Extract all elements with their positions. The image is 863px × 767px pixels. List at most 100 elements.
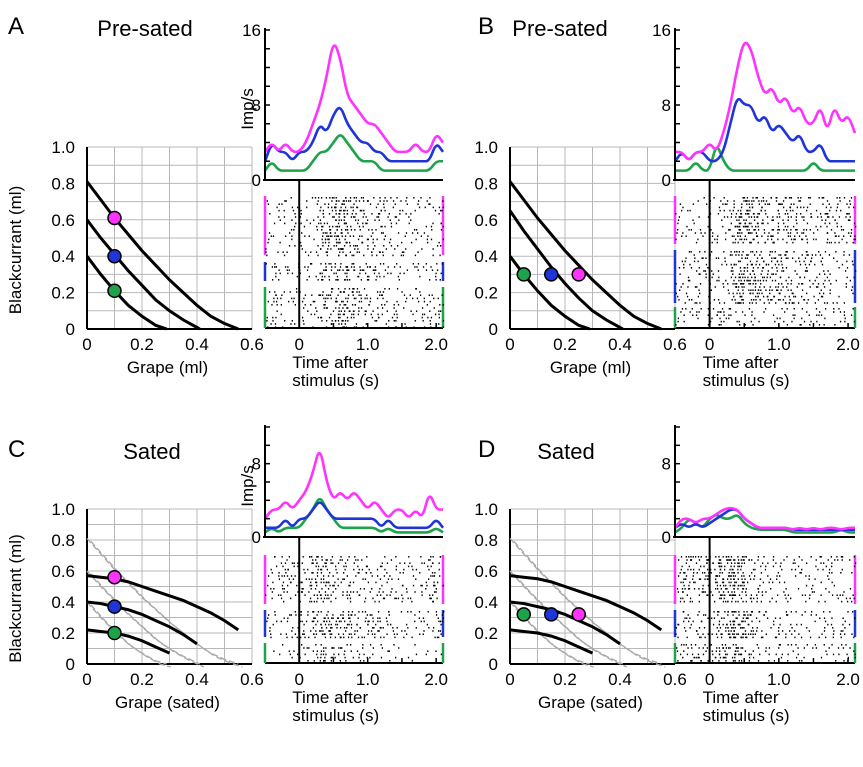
spike <box>743 238 746 241</box>
spike <box>750 614 752 616</box>
spike <box>276 304 278 306</box>
spike <box>287 617 289 619</box>
spike <box>324 203 326 205</box>
spike <box>342 300 344 303</box>
spike <box>741 591 743 593</box>
spike <box>742 636 744 639</box>
spike <box>327 611 329 613</box>
spike <box>414 209 416 212</box>
spike <box>698 600 700 603</box>
spike <box>786 251 788 253</box>
psth-y-tick-label: 0 <box>662 528 671 547</box>
spike <box>777 572 780 574</box>
spike <box>428 568 430 571</box>
spike <box>377 313 379 316</box>
panel-letter: D <box>478 436 495 463</box>
spike <box>853 276 855 279</box>
x-tick-label: 0.4 <box>185 335 209 354</box>
spike <box>791 292 793 295</box>
spike <box>743 581 745 584</box>
spike <box>711 241 713 244</box>
spike <box>334 320 337 322</box>
spike <box>813 295 815 298</box>
spike <box>331 291 333 293</box>
spike <box>742 197 744 199</box>
spike <box>372 238 374 241</box>
spike <box>321 294 324 296</box>
spike <box>833 257 835 259</box>
spike <box>321 225 323 228</box>
spike <box>364 611 367 613</box>
spike <box>334 581 336 584</box>
spike <box>342 594 344 596</box>
spike <box>816 276 818 279</box>
spike <box>692 556 694 558</box>
spike <box>768 232 770 234</box>
spike <box>412 568 414 571</box>
spike <box>316 575 319 577</box>
spike <box>725 656 727 659</box>
spike <box>781 283 783 285</box>
spike <box>709 200 712 202</box>
spike <box>848 232 850 234</box>
spike <box>397 597 400 600</box>
spike <box>726 216 729 218</box>
spike <box>357 222 359 225</box>
spike <box>799 200 801 202</box>
spike <box>683 267 685 269</box>
spike <box>737 225 739 228</box>
spike <box>698 578 701 580</box>
spike <box>718 630 720 632</box>
spike <box>442 304 444 306</box>
spike <box>295 222 297 225</box>
y-tick-label: 0.4 <box>51 593 75 612</box>
spike <box>750 251 752 253</box>
spike <box>323 269 325 271</box>
spike <box>425 588 427 590</box>
spike <box>834 232 836 234</box>
spike <box>690 644 693 646</box>
spike <box>719 568 721 571</box>
spike <box>437 630 440 632</box>
spike <box>726 623 728 626</box>
spike <box>432 206 434 209</box>
spike <box>841 644 843 646</box>
spike <box>825 588 827 590</box>
spike <box>329 636 332 639</box>
spike <box>300 581 302 584</box>
spike <box>415 238 417 241</box>
spike <box>346 209 349 212</box>
spike <box>738 653 740 656</box>
spike <box>328 620 331 623</box>
spike <box>388 614 390 616</box>
spike <box>806 209 808 212</box>
spike <box>826 213 828 215</box>
spike <box>726 556 728 558</box>
spike <box>713 197 715 199</box>
spike <box>398 647 400 649</box>
spike <box>753 578 755 580</box>
spike <box>407 565 410 568</box>
spike <box>733 623 735 626</box>
spike <box>405 248 407 250</box>
spike <box>680 581 682 584</box>
spike <box>828 647 830 649</box>
spike <box>364 310 366 312</box>
spike <box>346 623 349 626</box>
spike <box>367 279 370 281</box>
spike <box>797 653 799 656</box>
spike <box>328 581 330 584</box>
spike <box>710 644 713 646</box>
spike <box>841 556 844 558</box>
spike <box>274 263 276 265</box>
spike <box>436 269 439 271</box>
spike <box>798 556 800 558</box>
spike <box>357 248 359 250</box>
spike <box>682 283 684 285</box>
spike <box>687 588 690 590</box>
spike <box>791 568 793 571</box>
spike <box>817 299 820 301</box>
spike <box>369 614 371 616</box>
spike <box>791 633 793 635</box>
